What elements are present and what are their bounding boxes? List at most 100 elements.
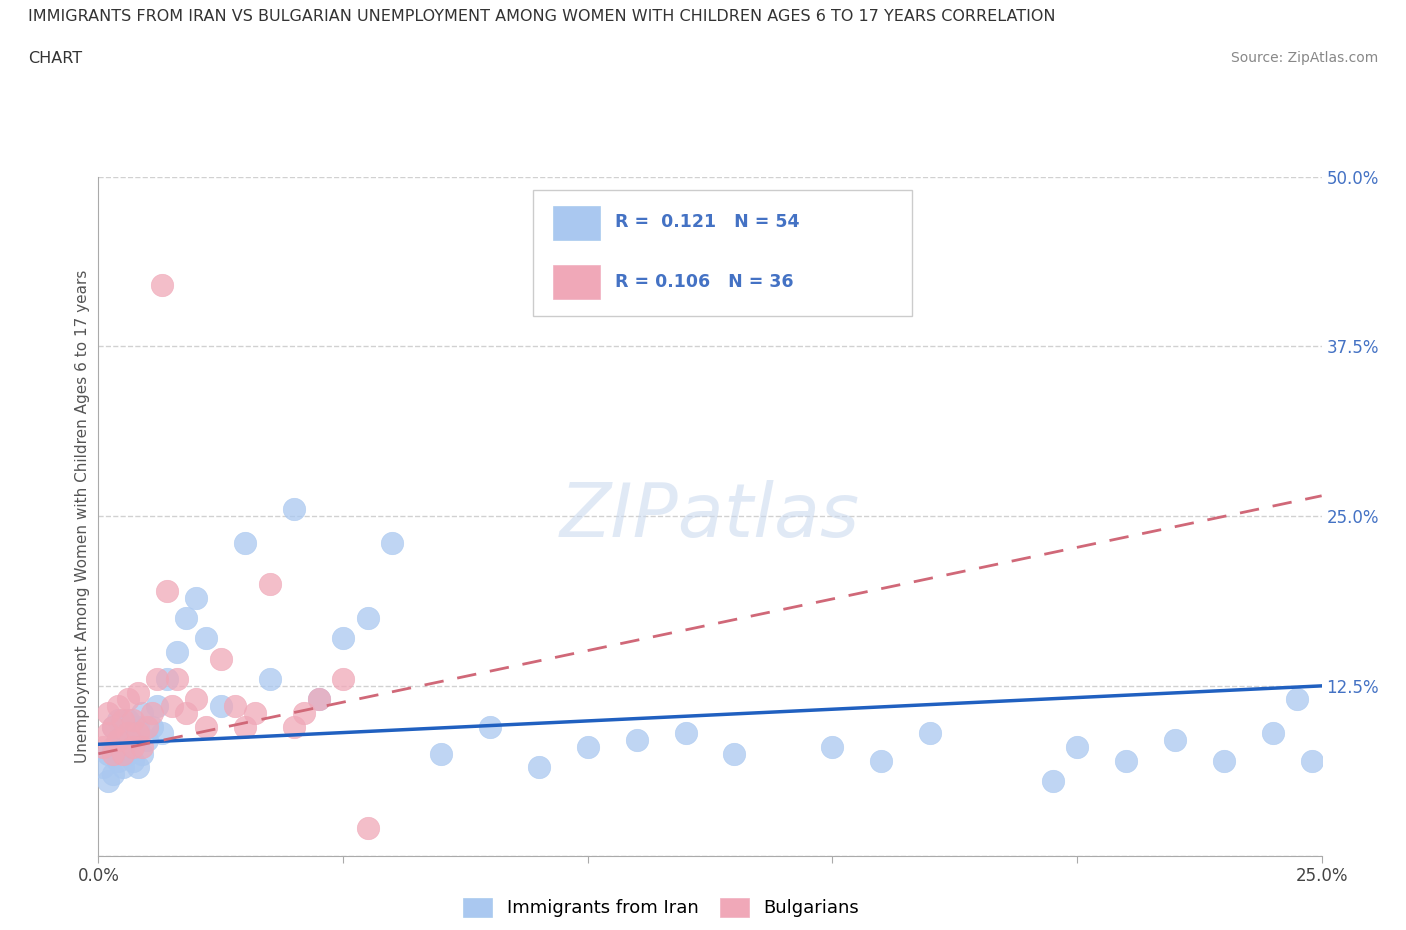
Point xyxy=(101,719,124,734)
Point xyxy=(141,706,163,721)
Point xyxy=(233,536,256,551)
Text: IMMIGRANTS FROM IRAN VS BULGARIAN UNEMPLOYMENT AMONG WOMEN WITH CHILDREN AGES 6 : IMMIGRANTS FROM IRAN VS BULGARIAN UNEMPL… xyxy=(28,9,1056,24)
Point xyxy=(127,760,149,775)
Point xyxy=(131,746,153,761)
Point xyxy=(308,692,330,707)
Point xyxy=(166,671,188,686)
FancyBboxPatch shape xyxy=(554,206,600,240)
Point xyxy=(111,726,134,741)
Point xyxy=(107,698,129,713)
Point xyxy=(91,739,114,754)
Point xyxy=(91,760,114,775)
Point xyxy=(259,671,281,686)
Point xyxy=(1066,739,1088,754)
Point xyxy=(1286,692,1309,707)
Point xyxy=(97,726,120,741)
Point xyxy=(870,753,893,768)
Point xyxy=(723,746,745,761)
Text: CHART: CHART xyxy=(28,51,82,66)
Point xyxy=(107,733,129,748)
Point xyxy=(107,712,129,727)
Point xyxy=(283,502,305,517)
Point xyxy=(146,671,169,686)
Point xyxy=(259,577,281,591)
Point xyxy=(101,739,124,754)
Point xyxy=(527,760,550,775)
Point xyxy=(107,753,129,768)
Point xyxy=(332,631,354,645)
Point xyxy=(821,739,844,754)
Point xyxy=(195,631,218,645)
Point xyxy=(111,760,134,775)
Point xyxy=(381,536,404,551)
Point xyxy=(195,719,218,734)
Point xyxy=(121,726,143,741)
Point xyxy=(1212,753,1234,768)
Point xyxy=(233,719,256,734)
Point xyxy=(156,583,179,598)
Point xyxy=(101,746,124,761)
Point xyxy=(243,706,266,721)
Point xyxy=(136,733,159,748)
Legend: Immigrants from Iran, Bulgarians: Immigrants from Iran, Bulgarians xyxy=(456,891,866,924)
Point xyxy=(117,712,139,727)
Text: ZIPatlas: ZIPatlas xyxy=(560,480,860,552)
Point xyxy=(308,692,330,707)
Point xyxy=(127,719,149,734)
Point xyxy=(107,733,129,748)
Point xyxy=(121,753,143,768)
Point xyxy=(127,685,149,700)
FancyBboxPatch shape xyxy=(554,265,600,299)
FancyBboxPatch shape xyxy=(533,191,912,316)
Point xyxy=(176,706,198,721)
Point xyxy=(150,726,173,741)
Point xyxy=(1301,753,1323,768)
Point xyxy=(146,698,169,713)
Point xyxy=(186,591,208,605)
Point xyxy=(150,278,173,293)
Text: Source: ZipAtlas.com: Source: ZipAtlas.com xyxy=(1230,51,1378,65)
Point xyxy=(920,726,942,741)
Point xyxy=(131,706,153,721)
Point xyxy=(117,726,139,741)
Text: R =  0.121   N = 54: R = 0.121 N = 54 xyxy=(614,213,799,232)
Point xyxy=(97,746,120,761)
Point xyxy=(111,712,134,727)
Point xyxy=(136,719,159,734)
Point xyxy=(166,644,188,659)
Point xyxy=(626,733,648,748)
Point xyxy=(356,821,378,836)
Point xyxy=(101,766,124,781)
Point xyxy=(101,719,124,734)
Point xyxy=(356,611,378,626)
Point xyxy=(675,726,697,741)
Y-axis label: Unemployment Among Women with Children Ages 6 to 17 years: Unemployment Among Women with Children A… xyxy=(75,270,90,763)
Point xyxy=(176,611,198,626)
Point xyxy=(141,719,163,734)
Point xyxy=(121,739,143,754)
Point xyxy=(576,739,599,754)
Point xyxy=(283,719,305,734)
Point xyxy=(156,671,179,686)
Point xyxy=(1042,774,1064,789)
Point xyxy=(117,746,139,761)
Point xyxy=(478,719,501,734)
Point xyxy=(430,746,453,761)
Point xyxy=(127,726,149,741)
Point xyxy=(1164,733,1187,748)
Point xyxy=(121,712,143,727)
Point xyxy=(97,706,120,721)
Point xyxy=(209,651,232,666)
Point xyxy=(131,739,153,754)
Point xyxy=(97,774,120,789)
Point xyxy=(292,706,315,721)
Point xyxy=(1115,753,1137,768)
Point xyxy=(186,692,208,707)
Point xyxy=(224,698,246,713)
Point xyxy=(332,671,354,686)
Point xyxy=(117,692,139,707)
Text: R = 0.106   N = 36: R = 0.106 N = 36 xyxy=(614,272,793,291)
Point xyxy=(111,746,134,761)
Point xyxy=(160,698,183,713)
Point xyxy=(1261,726,1284,741)
